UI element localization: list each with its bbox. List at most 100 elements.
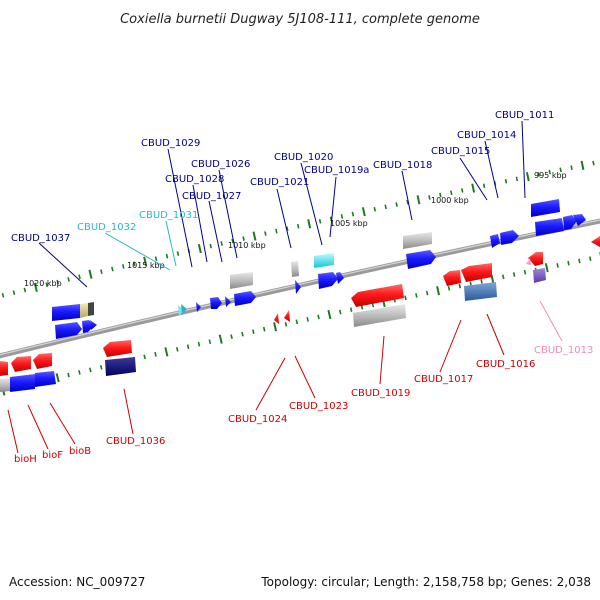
gene-label-cbud-1032[interactable]: CBUD_1032	[77, 222, 136, 233]
upper-tick	[143, 256, 148, 266]
feature-cbud-1037-b	[55, 322, 82, 339]
lower-tick	[164, 347, 169, 357]
gene-label-cbud-1020[interactable]: CBUD_1020	[274, 152, 333, 163]
feature-biof	[11, 356, 31, 372]
lower-tick	[589, 256, 592, 262]
lower-tick	[154, 352, 157, 357]
ruler-labels: 995 kbp 1000 kbp 1005 kbp 1010 kbp 1015 …	[24, 171, 567, 288]
gene-label-cbud-1016[interactable]: CBUD_1016	[476, 359, 535, 370]
upper-tick	[340, 214, 344, 219]
gene-labels: CBUD_1011 CBUD_1014 CBUD_1015 CBUD_1018 …	[11, 110, 593, 465]
leader-cbud-1028	[192, 184, 208, 263]
forward-features	[10, 199, 586, 392]
reverse-features	[0, 236, 600, 392]
accession-text: Accession: NC_009727	[9, 575, 145, 589]
feature-cbud-1015	[490, 234, 500, 248]
gene-label-cbud-1018[interactable]: CBUD_1018	[373, 160, 432, 171]
gene-label-cbud-1013[interactable]: CBUD_1013	[534, 345, 593, 356]
upper-tick	[154, 256, 158, 262]
upper-tick	[580, 160, 585, 170]
gene-label-cbud-1019[interactable]: CBUD_1019	[351, 388, 410, 399]
lower-tick	[556, 263, 559, 268]
leader-cbud-1015	[459, 157, 488, 201]
lower-tick	[262, 326, 266, 332]
upper-tick	[67, 277, 70, 282]
lower-tick	[327, 309, 332, 320]
gene-label-cbud-1031[interactable]: CBUD_1031	[139, 210, 198, 221]
gene-label-biob[interactable]: bioB	[69, 446, 91, 457]
lower-tick	[567, 260, 570, 266]
lower-tick	[197, 341, 201, 347]
upper-tick	[33, 282, 38, 292]
leader-cbud-1018	[401, 170, 413, 221]
leader-lines	[7, 120, 563, 454]
leader-cbud-1029	[167, 148, 193, 268]
gene-label-cbud-1011[interactable]: CBUD_1011	[495, 110, 554, 121]
feature-cbud-1011-b	[535, 218, 564, 236]
feature-cbud-1013-purple	[533, 268, 546, 283]
leader-cbud-1024	[255, 357, 286, 411]
lower-tick	[186, 344, 190, 350]
leader-biof	[27, 404, 49, 450]
lower-tick	[78, 370, 81, 375]
upper-tick	[132, 261, 136, 267]
leader-cbud-1037	[38, 242, 88, 288]
feature-cbud-1016-steel	[464, 282, 497, 301]
lower-tick	[523, 269, 527, 275]
feature-cbud-1026	[234, 291, 256, 306]
leader-cbud-1017	[439, 319, 462, 373]
lower-tick	[544, 263, 549, 273]
leader-cbud-1011	[521, 120, 526, 199]
feature-cbud-1029	[196, 302, 201, 312]
lower-tick	[67, 372, 70, 378]
ruler-label-1015: 1015 kbp	[127, 261, 165, 270]
upper-tick	[23, 287, 27, 293]
feature-cbud-1011-a	[531, 199, 560, 217]
feature-cbud-1019-gray	[353, 304, 406, 327]
feature-cbud-1021-gray	[291, 261, 299, 277]
gene-label-bioh[interactable]: bioH	[14, 454, 37, 465]
ruler-label-1005: 1005 kbp	[330, 219, 368, 228]
lower-tick	[480, 279, 483, 284]
upper-tick	[122, 264, 125, 269]
feature-cbud-1020b	[336, 272, 344, 284]
gene-label-cbud-1019a[interactable]: CBUD_1019a	[304, 165, 369, 176]
feature-cbud-1026-gray	[230, 272, 253, 289]
feature-cbud-1019a-cyan	[314, 253, 334, 268]
gene-label-cbud-1026[interactable]: CBUD_1026	[191, 159, 250, 170]
lower-tick	[404, 295, 407, 301]
upper-tick	[296, 223, 300, 229]
leader-cbud-1031	[165, 220, 177, 267]
upper-tick	[88, 269, 93, 279]
leader-bioh	[7, 409, 19, 454]
gene-label-cbud-1027[interactable]: CBUD_1027	[182, 191, 241, 202]
upper-tick	[45, 282, 49, 288]
upper-tick	[559, 167, 562, 173]
lower-tick	[458, 283, 462, 289]
gene-label-cbud-1036[interactable]: CBUD_1036	[106, 436, 165, 447]
upper-tick	[197, 243, 202, 254]
gene-label-cbud-1023[interactable]: CBUD_1023	[289, 401, 348, 412]
ruler-label-1000: 1000 kbp	[431, 196, 469, 205]
gene-label-cbud-1037[interactable]: CBUD_1037	[11, 233, 70, 244]
lower-tick	[339, 309, 342, 315]
gene-label-cbud-1028[interactable]: CBUD_1028	[165, 174, 224, 185]
gene-label-cbud-1024[interactable]: CBUD_1024	[228, 414, 287, 425]
feature-bio-blue-b	[35, 371, 56, 387]
gene-label-cbud-1017[interactable]: CBUD_1017	[414, 374, 473, 385]
lower-tick	[252, 329, 255, 335]
gene-label-cbud-1015[interactable]: CBUD_1015	[431, 146, 490, 157]
feature-cbud-1032	[181, 304, 187, 315]
feature-cbud-1018	[406, 250, 436, 269]
upper-tick	[264, 231, 267, 236]
lower-tick	[241, 331, 244, 337]
upper-tick	[439, 192, 442, 198]
gene-label-cbud-1021[interactable]: CBUD_1021	[250, 177, 309, 188]
gene-label-cbud-1014[interactable]: CBUD_1014	[457, 130, 516, 141]
gene-label-cbud-1029[interactable]: CBUD_1029	[141, 138, 200, 149]
upper-tick	[471, 183, 476, 193]
leader-cbud-1021	[276, 188, 292, 249]
feature-cbud-1016	[461, 263, 492, 282]
gene-label-biof[interactable]: bioF	[42, 450, 63, 461]
